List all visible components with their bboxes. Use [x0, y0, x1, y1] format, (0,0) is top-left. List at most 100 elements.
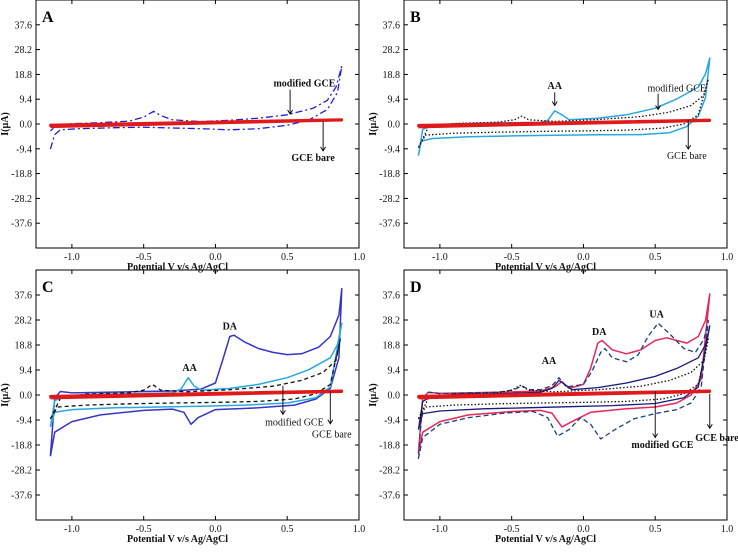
x-tick-label: -0.5	[136, 252, 152, 263]
annotation-label: DA	[223, 321, 238, 332]
annotation-arrowhead	[655, 105, 661, 111]
panel-letter: B	[410, 9, 421, 26]
y-tick-label: 0.0	[388, 120, 401, 131]
annotation-arrowhead	[652, 433, 659, 439]
annotation-arrowhead	[320, 146, 326, 152]
x-tick-label: 0.5	[281, 252, 294, 263]
y-tick-label: 37.6	[383, 20, 401, 31]
y-tick-label: 9.4	[388, 366, 401, 377]
panel-d: 37.6 28.2 18.8 9.4 0.0 -9.4 -18.8 -28.2 -37.6 -1.…	[368, 269, 738, 545]
cv-curve-3	[49, 389, 343, 400]
x-tick-label: 0.0	[577, 252, 590, 263]
annotation-arrowhead	[551, 101, 558, 107]
x-tick-label: -0.5	[136, 524, 152, 535]
x-tick-label: -1.0	[64, 524, 80, 535]
y-tick-label: 0.0	[20, 120, 33, 131]
x-tick-label: 0.5	[281, 524, 294, 535]
x-axis-label: Potential V v/s Ag/AgCl	[127, 534, 228, 545]
annotation-arrowhead	[327, 419, 334, 425]
y-tick-label: -9.4	[384, 416, 400, 427]
annotation-label: DA	[592, 327, 607, 338]
panel-a: 37.6 28.2 18.8 9.4 0.0 -9.4 -18.8 -28.2 -37.6 -1.…	[0, 0, 365, 273]
y-tick-label: 28.2	[15, 45, 33, 56]
x-tick-label: 0.0	[209, 252, 222, 263]
y-tick-label: -9.4	[16, 144, 32, 155]
x-axis-label: Potential V v/s Ag/AgCl	[495, 534, 596, 545]
y-tick-label: 18.8	[15, 70, 33, 81]
y-tick-label: -28.2	[11, 194, 32, 205]
y-tick-label: -18.8	[11, 441, 32, 452]
y-tick-label: 18.8	[383, 70, 401, 81]
x-tick-label: -0.5	[504, 524, 520, 535]
y-tick-label: 28.2	[15, 316, 33, 327]
panel-c: 37.6 28.2 18.8 9.4 0.0 -9.4 -18.8 -28.2 -37.6 -1.…	[0, 269, 366, 545]
x-tick-label: -1.0	[432, 524, 448, 535]
y-axis-label: I(µA)	[368, 112, 379, 136]
annotation-arrowhead	[287, 109, 293, 115]
x-tick-label: 0.5	[649, 524, 662, 535]
cv-curve-2	[49, 338, 341, 420]
y-tick-label: 37.6	[15, 20, 33, 31]
cv-curve-0	[417, 293, 711, 454]
y-tick-label: 37.6	[383, 291, 401, 302]
annotation-label: UA	[649, 309, 664, 320]
y-axis-label: I(µA)	[368, 383, 379, 407]
x-tick-label: -1.0	[64, 252, 80, 263]
x-tick-label: -0.5	[504, 252, 520, 263]
x-tick-label: 1.0	[353, 252, 366, 263]
y-tick-label: -18.8	[379, 169, 400, 180]
annotation-arrowhead	[280, 410, 286, 416]
cv-curve-0	[417, 57, 711, 156]
cv-curve-1	[417, 319, 709, 459]
y-tick-label: -37.6	[379, 219, 400, 230]
y-tick-label: -37.6	[379, 491, 400, 502]
cv-curve-1	[49, 118, 343, 129]
x-tick-label: 0.0	[577, 524, 590, 535]
y-tick-label: 9.4	[388, 95, 401, 106]
cv-curve-0	[49, 287, 343, 457]
annotation-label: modified GCE	[647, 83, 706, 94]
y-tick-label: -18.8	[11, 169, 32, 180]
y-tick-label: -28.2	[379, 194, 400, 205]
y-axis-label: I(µA)	[0, 383, 11, 407]
annotation-arrowhead	[706, 424, 713, 430]
y-tick-label: 28.2	[383, 316, 401, 327]
annotation-label: modified GCE	[265, 418, 324, 429]
x-tick-label: 1.0	[353, 524, 366, 535]
y-tick-label: 9.4	[20, 366, 33, 377]
panel-letter: D	[410, 279, 422, 296]
x-tick-label: 0.0	[209, 524, 222, 535]
x-tick-label: 0.5	[649, 252, 662, 263]
annotation-label: AA	[548, 81, 563, 92]
cv-curve-1	[417, 78, 709, 149]
cv-curve-2	[417, 118, 711, 129]
y-tick-label: 28.2	[383, 45, 401, 56]
y-axis-label: I(µA)	[0, 112, 11, 136]
annotation-arrowhead	[685, 144, 692, 150]
annotation-label: GCE bare	[312, 430, 352, 441]
y-tick-label: -9.4	[16, 416, 32, 427]
x-tick-label: 1.0	[721, 252, 734, 263]
cv-curve-0	[49, 65, 343, 150]
cv-curve-1	[49, 322, 343, 428]
y-tick-label: -9.4	[384, 144, 400, 155]
y-tick-label: -37.6	[11, 219, 32, 230]
y-tick-label: -18.8	[379, 441, 400, 452]
panel-letter: C	[42, 279, 54, 296]
cv-curve-4	[417, 389, 711, 400]
y-tick-label: 9.4	[20, 95, 33, 106]
y-tick-label: 0.0	[388, 391, 401, 402]
annotation-label: GCE bare	[695, 433, 738, 444]
panel-letter: A	[42, 9, 54, 26]
x-axis-label: Potential V v/s Ag/AgCl	[495, 262, 596, 273]
y-tick-label: -37.6	[11, 491, 32, 502]
x-tick-label: -1.0	[432, 252, 448, 263]
y-tick-label: -28.2	[379, 466, 400, 477]
annotation-label: GCE bare	[667, 151, 707, 162]
x-axis-label: Potential V v/s Ag/AgCl	[127, 262, 228, 273]
annotation-label: modified GCE	[631, 440, 693, 451]
annotation-label: modified GCE	[273, 79, 335, 90]
x-tick-label: 1.0	[721, 524, 734, 535]
annotation-label: GCE bare	[291, 153, 335, 164]
